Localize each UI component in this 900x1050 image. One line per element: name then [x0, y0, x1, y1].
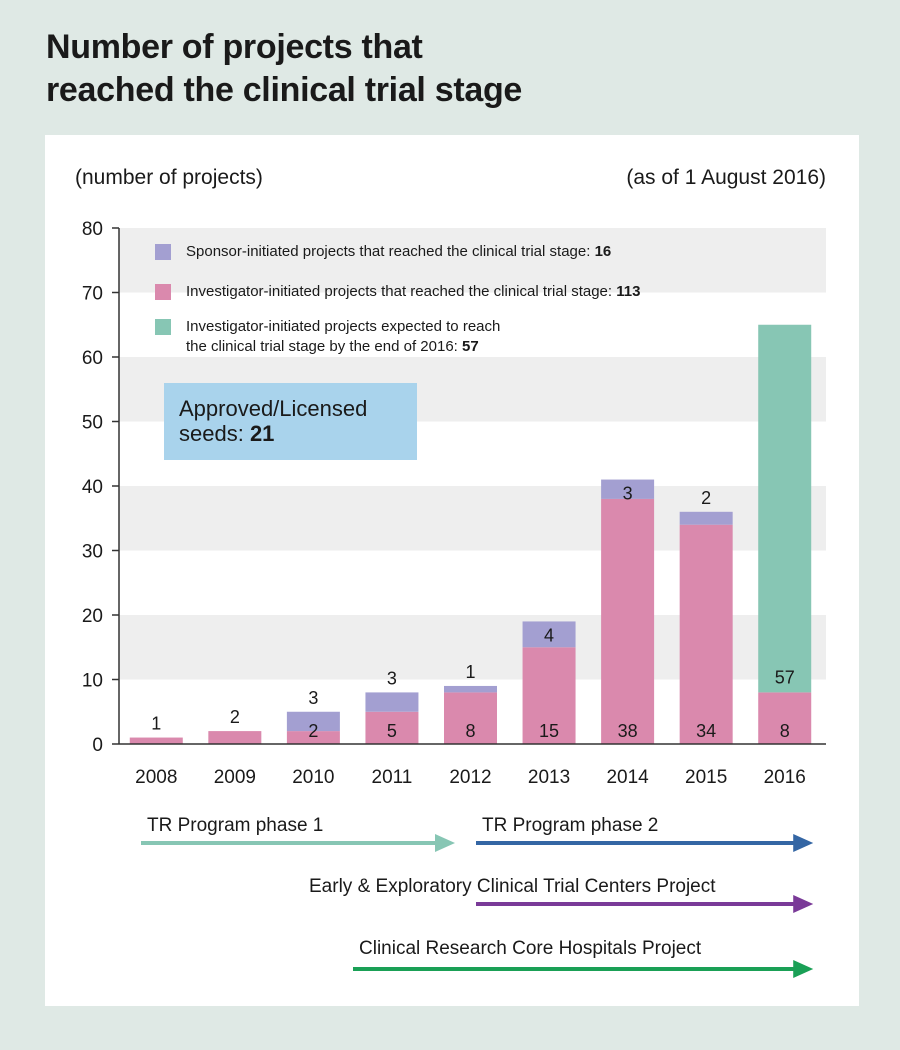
title-line-2: reached the clinical trial stage	[46, 71, 523, 109]
x-tick-label: 2008	[135, 767, 177, 788]
data-label: 2	[230, 707, 240, 727]
bar-segment	[444, 692, 497, 744]
data-label: 1	[151, 714, 161, 734]
approved-seeds-box: Approved/Licensed seeds: 21	[164, 383, 417, 460]
data-label: 8	[465, 721, 475, 741]
data-label: 57	[775, 667, 795, 687]
approved-line-2: seeds: 21	[179, 421, 275, 446]
data-label: 3	[623, 484, 633, 504]
y-tick-label: 30	[82, 542, 103, 563]
as-of-date-label: (as of 1 August 2016)	[626, 166, 826, 189]
x-tick-label: 2013	[528, 767, 570, 788]
x-tick-label: 2016	[764, 767, 806, 788]
data-label: 3	[308, 688, 318, 708]
program-label-tr-phase-1: TR Program phase 1	[147, 815, 324, 836]
bar-segment	[129, 737, 183, 744]
program-arrow-head	[793, 960, 814, 978]
grid-band	[119, 228, 826, 293]
bar-segment	[522, 647, 576, 744]
bar-segment	[758, 324, 812, 693]
y-tick-label: 20	[82, 606, 103, 627]
program-label-tr-phase-2: TR Program phase 2	[482, 815, 659, 836]
bar-segment	[679, 524, 733, 744]
bar-segment	[444, 685, 497, 693]
x-tick-label: 2010	[292, 767, 334, 788]
data-label: 15	[539, 721, 559, 741]
legend-label-investigator: Investigator-initiated projects that rea…	[186, 283, 641, 300]
bar-segment	[601, 498, 655, 744]
y-tick-label: 40	[82, 477, 103, 498]
data-label: 8	[780, 721, 790, 741]
data-label: 1	[465, 662, 475, 682]
y-tick-label: 10	[82, 671, 103, 692]
program-label-early-exploratory: Early & Exploratory Clinical Trial Cente…	[309, 876, 716, 897]
legend-swatch-sponsor	[155, 244, 171, 260]
y-tick-label: 0	[92, 735, 103, 756]
program-arrow-head	[435, 834, 455, 852]
legend-swatch-investigator	[155, 284, 171, 300]
bar-segment	[286, 731, 340, 744]
bar-segment	[679, 511, 733, 525]
x-tick-label: 2011	[372, 767, 413, 788]
y-tick-label: 70	[82, 284, 103, 305]
title-line-1: Number of projects that	[46, 28, 423, 66]
data-label: 2	[701, 488, 711, 508]
x-tick-label: 2009	[214, 767, 256, 788]
bar-segment	[286, 711, 340, 732]
bar-segment	[758, 692, 812, 744]
legend-label-sponsor: Sponsor-initiated projects that reached …	[186, 243, 612, 260]
data-label: 3	[387, 668, 397, 688]
legend-label-expected: Investigator-initiated projects expected…	[186, 318, 501, 355]
y-tick-label: 80	[82, 219, 103, 240]
data-label: 34	[696, 721, 716, 741]
program-arrow-head	[793, 895, 814, 913]
bar-segment	[365, 692, 419, 712]
x-tick-label: 2012	[449, 767, 491, 788]
y-axis-unit-label: (number of projects)	[75, 166, 263, 189]
approved-line-1: Approved/Licensed	[179, 396, 368, 421]
y-tick-label: 50	[82, 413, 103, 434]
bar-segment	[208, 731, 262, 744]
data-label: 5	[387, 721, 397, 741]
x-tick-label: 2015	[685, 767, 727, 788]
legend-swatch-expected	[155, 319, 171, 335]
x-tick-label: 2014	[606, 767, 649, 788]
program-arrow-head	[793, 834, 814, 852]
y-tick-label: 60	[82, 348, 103, 369]
bar-segment	[365, 711, 419, 744]
data-label: 38	[618, 721, 638, 741]
bar-segment	[522, 621, 576, 648]
data-label: 2	[308, 721, 318, 741]
data-label: 4	[544, 625, 554, 645]
bar-segment	[601, 479, 655, 499]
chart-title: Number of projects that reached the clin…	[46, 26, 522, 112]
program-label-clinical-research-core: Clinical Research Core Hospitals Project	[359, 938, 702, 959]
